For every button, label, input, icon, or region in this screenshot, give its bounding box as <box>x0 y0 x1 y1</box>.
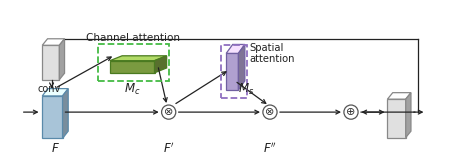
Polygon shape <box>110 61 155 73</box>
Circle shape <box>263 105 277 119</box>
Text: ⊕: ⊕ <box>346 107 356 117</box>
Polygon shape <box>42 39 64 45</box>
Polygon shape <box>42 89 68 96</box>
Polygon shape <box>387 93 411 99</box>
Text: $F$: $F$ <box>51 142 60 155</box>
Text: conv: conv <box>37 84 61 94</box>
Polygon shape <box>110 56 167 61</box>
Text: Spatial
attention: Spatial attention <box>249 43 294 64</box>
Text: $M_s$: $M_s$ <box>237 82 254 97</box>
Text: ⊗: ⊗ <box>164 107 173 117</box>
Polygon shape <box>42 96 63 138</box>
Polygon shape <box>238 44 245 90</box>
Polygon shape <box>59 39 64 80</box>
Bar <box>98 44 169 81</box>
Bar <box>220 45 247 98</box>
Circle shape <box>344 105 358 119</box>
Polygon shape <box>155 56 167 73</box>
Text: Channel attention: Channel attention <box>86 33 180 43</box>
Text: $F'$: $F'$ <box>163 142 174 156</box>
Polygon shape <box>387 99 406 138</box>
Polygon shape <box>63 89 68 138</box>
Text: ⊗: ⊗ <box>265 107 274 117</box>
Text: $M_c$: $M_c$ <box>124 82 140 97</box>
Polygon shape <box>42 45 59 80</box>
Polygon shape <box>226 53 238 90</box>
Text: $F''$: $F''$ <box>263 142 277 156</box>
Polygon shape <box>406 93 411 138</box>
Circle shape <box>162 105 176 119</box>
Polygon shape <box>226 44 245 53</box>
